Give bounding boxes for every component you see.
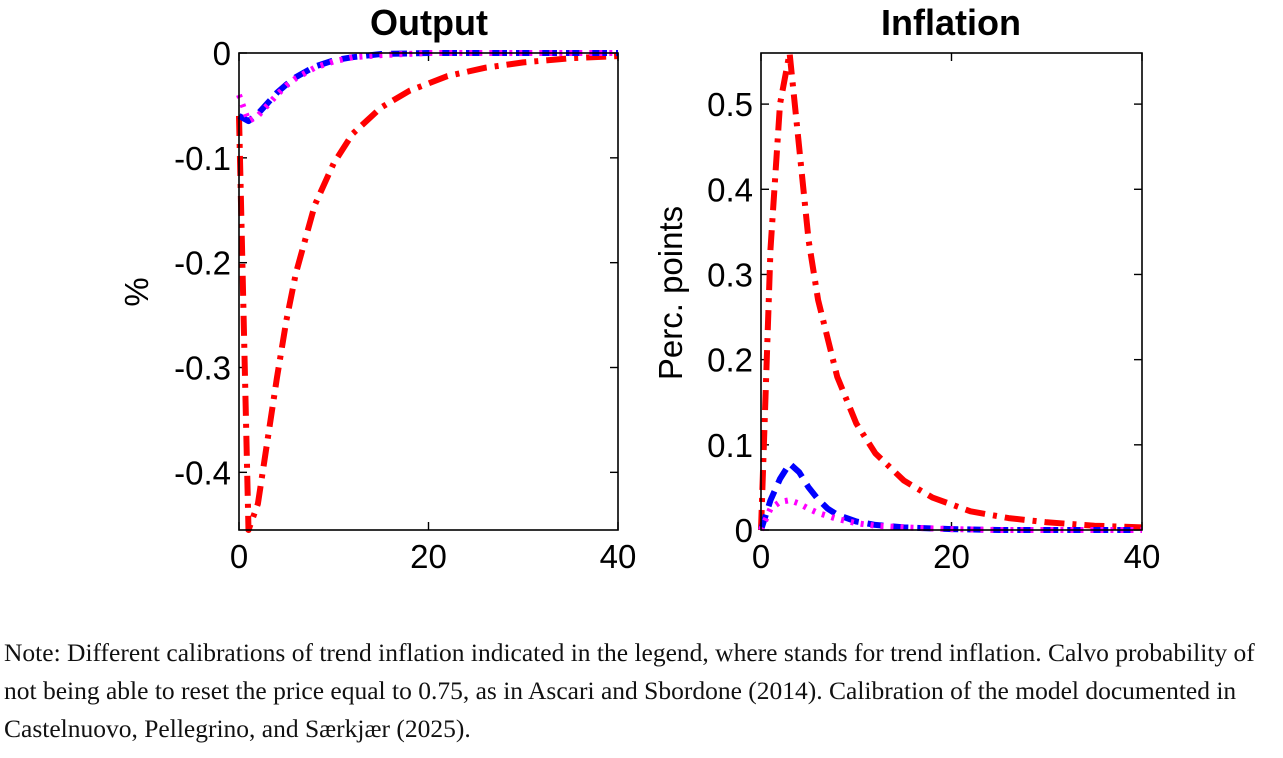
figure-note: Note: Different calibrations of trend in…	[4, 638, 1255, 743]
y-tick-label: -0.1	[174, 140, 231, 177]
inflation-ylabel: Perc. points	[652, 206, 689, 380]
x-tick-label: 40	[1124, 538, 1161, 575]
output-plot-frame	[238, 52, 619, 531]
y-tick-label: 0	[735, 512, 753, 549]
inflation-title: Inflation	[881, 2, 1021, 43]
inflation-ticks: 0 20 40 0 0.1 0.2 0.3 0.4 0.5	[707, 53, 1160, 575]
y-tick-label: 0.2	[707, 342, 753, 379]
output-title: Output	[370, 2, 488, 43]
inflation-series-line-2	[758, 460, 1142, 533]
x-tick-label: 0	[752, 538, 770, 575]
inflation-series-line-1	[758, 50, 1143, 531]
y-tick-label: -0.4	[174, 454, 231, 491]
output-series-line-1	[236, 53, 619, 533]
output-ticks: 0 20 40 0 -0.1 -0.2 -0.3 -0.4	[174, 35, 636, 575]
x-tick-label: 40	[600, 538, 637, 575]
output-lines	[236, 50, 619, 533]
y-tick-label: 0.1	[707, 427, 753, 464]
y-tick-label: 0.5	[707, 86, 753, 123]
y-tick-label: 0	[213, 35, 231, 72]
inflation-plot-frame	[760, 52, 1143, 531]
y-tick-label: -0.2	[174, 245, 231, 282]
y-tick-label: -0.3	[174, 350, 231, 387]
x-tick-label: 20	[410, 538, 447, 575]
output-series-line-2	[237, 50, 618, 125]
y-tick-label: 0.4	[707, 171, 753, 208]
inflation-panel: Inflation Perc. points 0 20 40 0 0.1 0.2 0.3 0.…	[652, 2, 1160, 575]
x-tick-label: 20	[933, 538, 970, 575]
inflation-lines	[758, 50, 1143, 533]
output-panel: Output % 0 20 40 0 -0.1 -0.2 -0.3 -0.4	[118, 2, 636, 575]
output-ylabel: %	[118, 277, 155, 306]
y-tick-label: 0.3	[707, 256, 753, 293]
figure: Output % 0 20 40 0 -0.1 -0.2 -0.3 -0.4 Inflatio…	[118, 2, 1160, 575]
x-tick-label: 0	[230, 538, 248, 575]
output-series-line-3	[236, 50, 618, 125]
